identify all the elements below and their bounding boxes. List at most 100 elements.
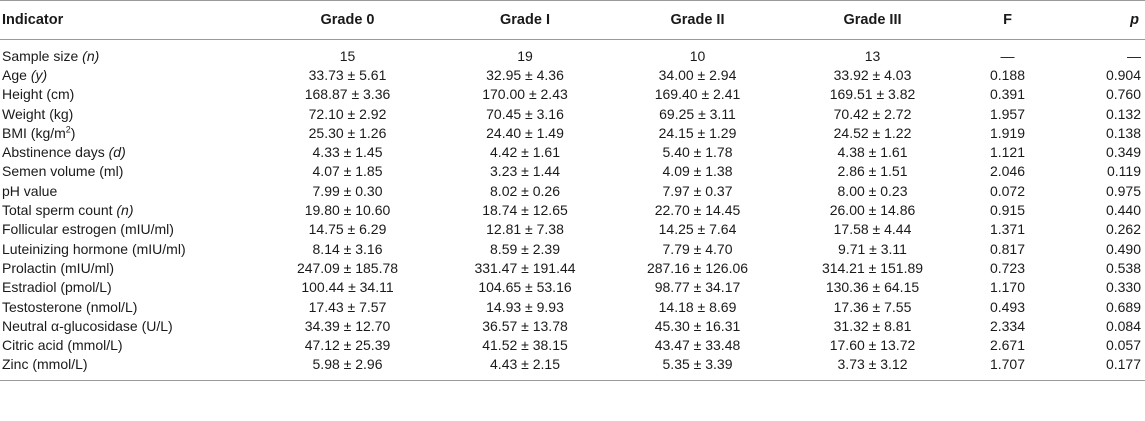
cell-p: 0.057 (1105, 337, 1141, 354)
cell-grade-iii: 2.86 ± 1.51 (837, 163, 908, 180)
cell-grade-iii: 17.36 ± 7.55 (833, 298, 912, 315)
cell-grade-ii: 287.16 ± 126.06 (646, 259, 749, 276)
cell-f: 0.915 (989, 202, 1026, 219)
row-indicator-label: Abstinence days (d) (0, 142, 255, 161)
cell-grade-0: 72.10 ± 2.92 (308, 105, 387, 122)
indicator-unit: (d) (108, 144, 126, 161)
data-table-container: Indicator Grade 0 Grade I Grade II Grade… (0, 0, 1145, 381)
row-indicator-label: pH value (0, 181, 255, 200)
cell-p: 0.538 (1105, 259, 1141, 276)
row-indicator-label: Citric acid (mmol/L) (0, 335, 255, 354)
cell-f: 0.188 (989, 66, 1026, 83)
indicator-name: BMI (kg/m (2, 124, 66, 141)
row-indicator-label: BMI (kg/m2) (0, 123, 255, 142)
cell-grade-i: 41.52 ± 38.15 (482, 337, 568, 354)
cell-grade-ii: 14.25 ± 7.64 (658, 221, 737, 238)
table-row: Total sperm count (n) 19.80 ± 10.60 18.74 … (0, 200, 1145, 219)
cell-grade-i: 104.65 ± 53.16 (478, 279, 572, 296)
cell-grade-iii: 33.92 ± 4.03 (833, 66, 912, 83)
indicator-name: Semen volume (ml) (2, 163, 124, 180)
cell-f: 1.957 (989, 105, 1026, 122)
cell-p: 0.138 (1105, 124, 1141, 141)
table-row: Estradiol (pmol/L) 100.44 ± 34.11 104.65 ±… (0, 278, 1145, 297)
indicator-name: Neutral α-glucosidase (U/L) (2, 317, 173, 334)
row-indicator-label: Follicular estrogen (mIU/ml) (0, 220, 255, 239)
indicator-name: pH value (2, 182, 58, 199)
cell-p: — (1127, 47, 1141, 64)
cell-f: 1.707 (989, 356, 1026, 373)
table-body: Sample size (n) 15 19 10 13 — — Age (y) 33.73 ± … (0, 40, 1145, 381)
header-indicator: Indicator (2, 12, 64, 28)
cell-grade-0: 25.30 ± 1.26 (308, 124, 387, 141)
row-indicator-label: Total sperm count (n) (0, 200, 255, 219)
table-row: Follicular estrogen (mIU/ml) 14.75 ± 6.29… (0, 220, 1145, 239)
cell-grade-iii: 130.36 ± 64.15 (825, 279, 920, 296)
row-indicator-label: Prolactin (mIU/ml) (0, 258, 255, 277)
row-indicator-label: Neutral α-glucosidase (U/L) (0, 316, 255, 335)
cell-f: 0.723 (989, 259, 1026, 276)
table-row: Age (y) 33.73 ± 5.61 32.95 ± 4.36 34.00 ± 2… (0, 65, 1145, 84)
row-indicator-label: Semen volume (ml) (0, 162, 255, 181)
cell-grade-i: 170.00 ± 2.43 (482, 86, 568, 103)
header-grade-i: Grade I (500, 12, 550, 28)
table-row: Abstinence days (d) 4.33 ± 1.45 4.42 ± 1.6… (0, 142, 1145, 161)
cell-grade-0: 4.07 ± 1.85 (312, 163, 383, 180)
cell-f: 1.170 (989, 279, 1026, 296)
cell-p: 0.177 (1105, 356, 1141, 373)
cell-grade-iii: 31.32 ± 8.81 (833, 317, 912, 334)
indicator-name: Prolactin (mIU/ml) (2, 259, 115, 276)
header-row: Indicator Grade 0 Grade I Grade II Grade… (0, 0, 1145, 40)
cell-grade-i: 36.57 ± 13.78 (482, 317, 568, 334)
row-indicator-label: Sample size (n) (0, 40, 255, 66)
indicator-unit: (y) (30, 66, 48, 83)
cell-grade-ii: 5.35 ± 3.39 (662, 356, 733, 373)
cell-f: 0.493 (989, 298, 1026, 315)
cell-grade-0: 33.73 ± 5.61 (308, 66, 387, 83)
cell-grade-i: 8.59 ± 2.39 (490, 240, 560, 257)
cell-f: — (1000, 47, 1015, 64)
cell-grade-ii: 14.18 ± 8.69 (658, 298, 737, 315)
cell-grade-ii: 45.30 ± 16.31 (654, 317, 741, 334)
cell-grade-iii: 169.51 ± 3.82 (829, 86, 916, 103)
cell-p: 0.689 (1105, 298, 1141, 315)
cell-grade-ii: 5.40 ± 1.78 (662, 144, 733, 161)
cell-p: 0.330 (1105, 279, 1141, 296)
cell-f: 0.817 (989, 240, 1026, 257)
table-row: BMI (kg/m2) 25.30 ± 1.26 24.40 ± 1.49 24.15… (0, 123, 1145, 142)
cell-f: 1.371 (989, 221, 1026, 238)
table-row: Testosterone (nmol/L) 17.43 ± 7.57 14.93 ±… (0, 297, 1145, 316)
cell-p: 0.262 (1105, 221, 1141, 238)
row-indicator-label: Weight (kg) (0, 104, 255, 123)
indicator-name: Total sperm count (2, 202, 113, 219)
cell-grade-0: 100.44 ± 34.11 (301, 279, 394, 296)
cell-grade-0: 4.33 ± 1.45 (312, 144, 383, 161)
cell-grade-iii: 24.52 ± 1.22 (833, 124, 912, 141)
cell-grade-i: 18.74 ± 12.65 (482, 202, 568, 219)
cell-grade-ii: 7.79 ± 4.70 (662, 240, 733, 257)
table-row: Citric acid (mmol/L) 47.12 ± 25.39 41.52 ±… (0, 335, 1145, 354)
cell-grade-ii: 169.40 ± 2.41 (654, 86, 741, 103)
cell-f: 2.046 (989, 163, 1026, 180)
cell-p: 0.440 (1105, 202, 1141, 219)
table-row: Zinc (mmol/L) 5.98 ± 2.96 4.43 ± 2.15 5.35 … (0, 355, 1145, 381)
cell-grade-iii: 3.73 ± 3.12 (837, 356, 908, 373)
table-row: Semen volume (ml) 4.07 ± 1.85 3.23 ± 1.44 4… (0, 162, 1145, 181)
table-row: Weight (kg) 72.10 ± 2.92 70.45 ± 3.16 69.25… (0, 104, 1145, 123)
cell-p: 0.349 (1105, 144, 1141, 161)
cell-grade-iii: 4.38 ± 1.61 (837, 144, 908, 161)
indicator-name: Age (2, 66, 27, 83)
indicator-name: Abstinence days (2, 144, 105, 161)
cell-f: 0.391 (989, 86, 1026, 103)
header-grade-0: Grade 0 (320, 12, 375, 28)
table-header: Indicator Grade 0 Grade I Grade II Grade… (0, 0, 1145, 40)
indicator-suffix: ) (70, 124, 76, 141)
cell-f: 0.072 (989, 182, 1026, 199)
table-row: Prolactin (mIU/ml) 247.09 ± 185.78 331.47 … (0, 258, 1145, 277)
cell-grade-ii: 7.97 ± 0.37 (662, 182, 733, 199)
row-indicator-label: Testosterone (nmol/L) (0, 297, 255, 316)
table-row: Neutral α-glucosidase (U/L) 34.39 ± 12.70… (0, 316, 1145, 335)
cell-p: 0.084 (1105, 317, 1141, 334)
cell-grade-i: 4.43 ± 2.15 (490, 356, 560, 373)
header-f: F (1003, 12, 1012, 28)
cell-grade-0: 5.98 ± 2.96 (312, 356, 383, 373)
